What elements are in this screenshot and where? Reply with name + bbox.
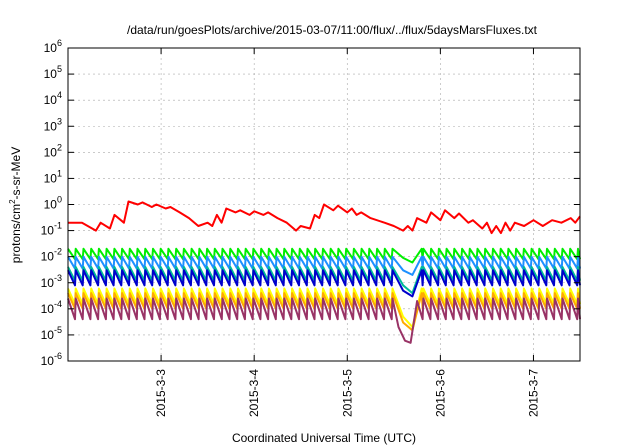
y-tick-label: 104 [44, 90, 62, 107]
y-axis-label-base: protons/cm [9, 204, 23, 263]
x-tick-label: 2015-3-5 [340, 369, 354, 417]
chart-title: /data/run/goesPlots/archive/2015-03-07/1… [127, 23, 538, 37]
y-tick-label: 101 [44, 168, 62, 185]
y-tick-label: 10-6 [41, 351, 62, 368]
x-tick-label: 2015-3-6 [433, 369, 447, 417]
series-line-7 [67, 297, 581, 344]
y-tick-label: 10-5 [41, 325, 62, 342]
series-line-4 [67, 269, 581, 298]
axis-ticks: 106 105 104 103 102 101 100 10-1 10-2 10-3 10-4 10-… [41, 38, 580, 417]
series-lines [67, 200, 581, 344]
x-tick-label: 2015-3-4 [247, 369, 261, 417]
x-tick-label: 2015-3-3 [154, 369, 168, 417]
y-tick-label: 105 [44, 64, 62, 81]
y-tick-label: 103 [44, 116, 62, 133]
x-axis-label: Coordinated Universal Time (UTC) [232, 431, 416, 445]
y-tick-label: 10-4 [41, 299, 62, 316]
y-axis-label-tail: -s-sr-MeV [9, 147, 23, 200]
x-tick-label: 2015-3-7 [526, 369, 540, 417]
y-tick-label: 10-2 [41, 247, 62, 264]
y-tick-label: 10-3 [41, 273, 62, 290]
y-axis-label-sup: 2 [8, 199, 17, 204]
series-line-0 [68, 200, 581, 235]
y-axis-label: protons/cm2-s-sr-MeV [8, 147, 23, 263]
y-tick-label: 106 [44, 38, 62, 55]
y-tick-label: 100 [44, 195, 62, 212]
svg-text:protons/cm2-s-sr-MeV: protons/cm2-s-sr-MeV [8, 147, 23, 263]
y-tick-label: 102 [44, 142, 62, 159]
y-tick-label: 10-1 [41, 221, 62, 238]
